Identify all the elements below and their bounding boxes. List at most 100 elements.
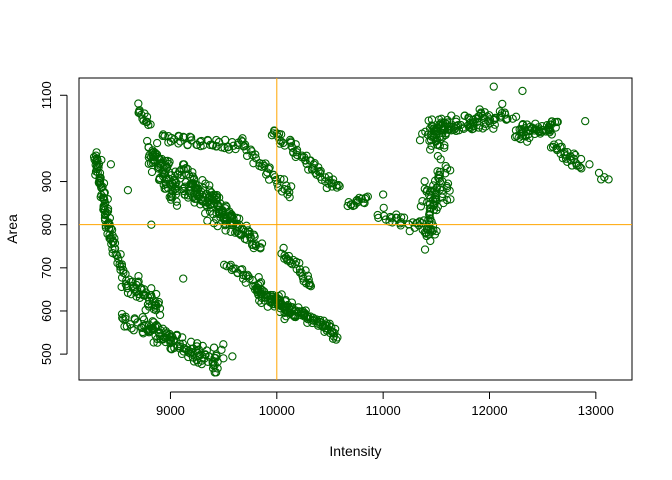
data-point (187, 136, 196, 145)
data-point (172, 201, 182, 210)
data-point (186, 133, 196, 142)
data-point (502, 114, 511, 124)
data-point (545, 128, 554, 137)
data-point (474, 123, 483, 132)
data-point (197, 136, 206, 146)
data-point (604, 175, 613, 184)
data-point (208, 140, 217, 149)
data-point (469, 124, 478, 133)
data-point (289, 310, 298, 320)
data-point (328, 334, 338, 343)
data-point (193, 184, 202, 194)
data-point (208, 359, 218, 368)
data-point (166, 195, 176, 204)
data-point (518, 120, 527, 130)
data-point (501, 110, 510, 119)
x-axis: 9000 10000 11000 12000 13000 (156, 391, 614, 418)
data-point (178, 339, 188, 348)
data-point (399, 213, 409, 222)
data-point (286, 137, 296, 146)
data-point (489, 82, 498, 91)
data-point (379, 211, 389, 221)
data-point (391, 213, 401, 222)
data-point (581, 116, 590, 126)
data-point (547, 117, 556, 126)
data-point (517, 125, 526, 134)
data-point (121, 314, 130, 323)
data-point (277, 290, 286, 299)
data-point (139, 315, 149, 324)
data-point (480, 108, 489, 117)
data-point (291, 140, 300, 149)
data-point (91, 170, 100, 179)
data-point (420, 245, 430, 254)
data-point (396, 213, 406, 222)
data-point (212, 350, 221, 359)
data-point (103, 204, 113, 214)
x-axis-label: Intensity (329, 443, 381, 459)
data-point (426, 145, 435, 154)
data-point (432, 226, 441, 236)
x-tick-label: 10000 (259, 403, 295, 418)
data-point (405, 227, 414, 236)
data-point (322, 183, 331, 193)
data-point (285, 193, 294, 202)
data-point (442, 182, 452, 191)
data-point (521, 131, 530, 140)
data-point (397, 218, 406, 227)
data-point (315, 168, 325, 177)
y-tick-label: 500 (39, 343, 54, 365)
data-point (98, 182, 107, 191)
data-point (123, 186, 133, 195)
data-point (431, 188, 440, 198)
y-tick-label: 900 (39, 171, 54, 193)
data-point (433, 167, 442, 176)
data-point (427, 217, 436, 227)
data-point (316, 166, 325, 176)
y-axis: 500 600 700 800 900 1100 (39, 81, 68, 365)
data-point (360, 198, 369, 208)
data-point (306, 282, 316, 291)
data-point (286, 258, 295, 267)
data-point (178, 333, 187, 342)
data-point (363, 192, 372, 201)
data-point (431, 129, 441, 139)
data-point (199, 186, 208, 195)
data-point (285, 187, 294, 197)
y-axis-label: Area (4, 214, 20, 244)
data-point (155, 310, 165, 320)
data-point (100, 188, 109, 197)
data-point (287, 182, 296, 191)
data-point (134, 108, 144, 117)
data-point (447, 111, 456, 120)
x-tick-label: 12000 (471, 403, 507, 418)
data-point (127, 324, 136, 333)
data-point (280, 314, 289, 324)
data-point (304, 165, 313, 174)
data-point (91, 157, 101, 166)
data-point (427, 132, 436, 141)
data-point (303, 271, 313, 280)
data-point (185, 132, 194, 141)
data-point (547, 130, 556, 139)
data-point (247, 147, 256, 156)
data-point (498, 99, 507, 109)
y-tick-label: 800 (39, 214, 54, 236)
data-point (436, 155, 445, 164)
data-point (105, 213, 115, 223)
data-point (107, 225, 117, 234)
data-point (269, 170, 279, 180)
data-point (292, 145, 302, 155)
data-point (392, 210, 401, 219)
data-point (485, 115, 495, 124)
data-point (446, 195, 455, 204)
data-point (168, 193, 177, 202)
data-point (143, 326, 152, 335)
data-point (396, 219, 405, 228)
data-point (333, 333, 342, 342)
data-point (552, 144, 561, 153)
data-point (489, 124, 498, 133)
data-point (149, 155, 158, 164)
data-point (246, 232, 255, 242)
